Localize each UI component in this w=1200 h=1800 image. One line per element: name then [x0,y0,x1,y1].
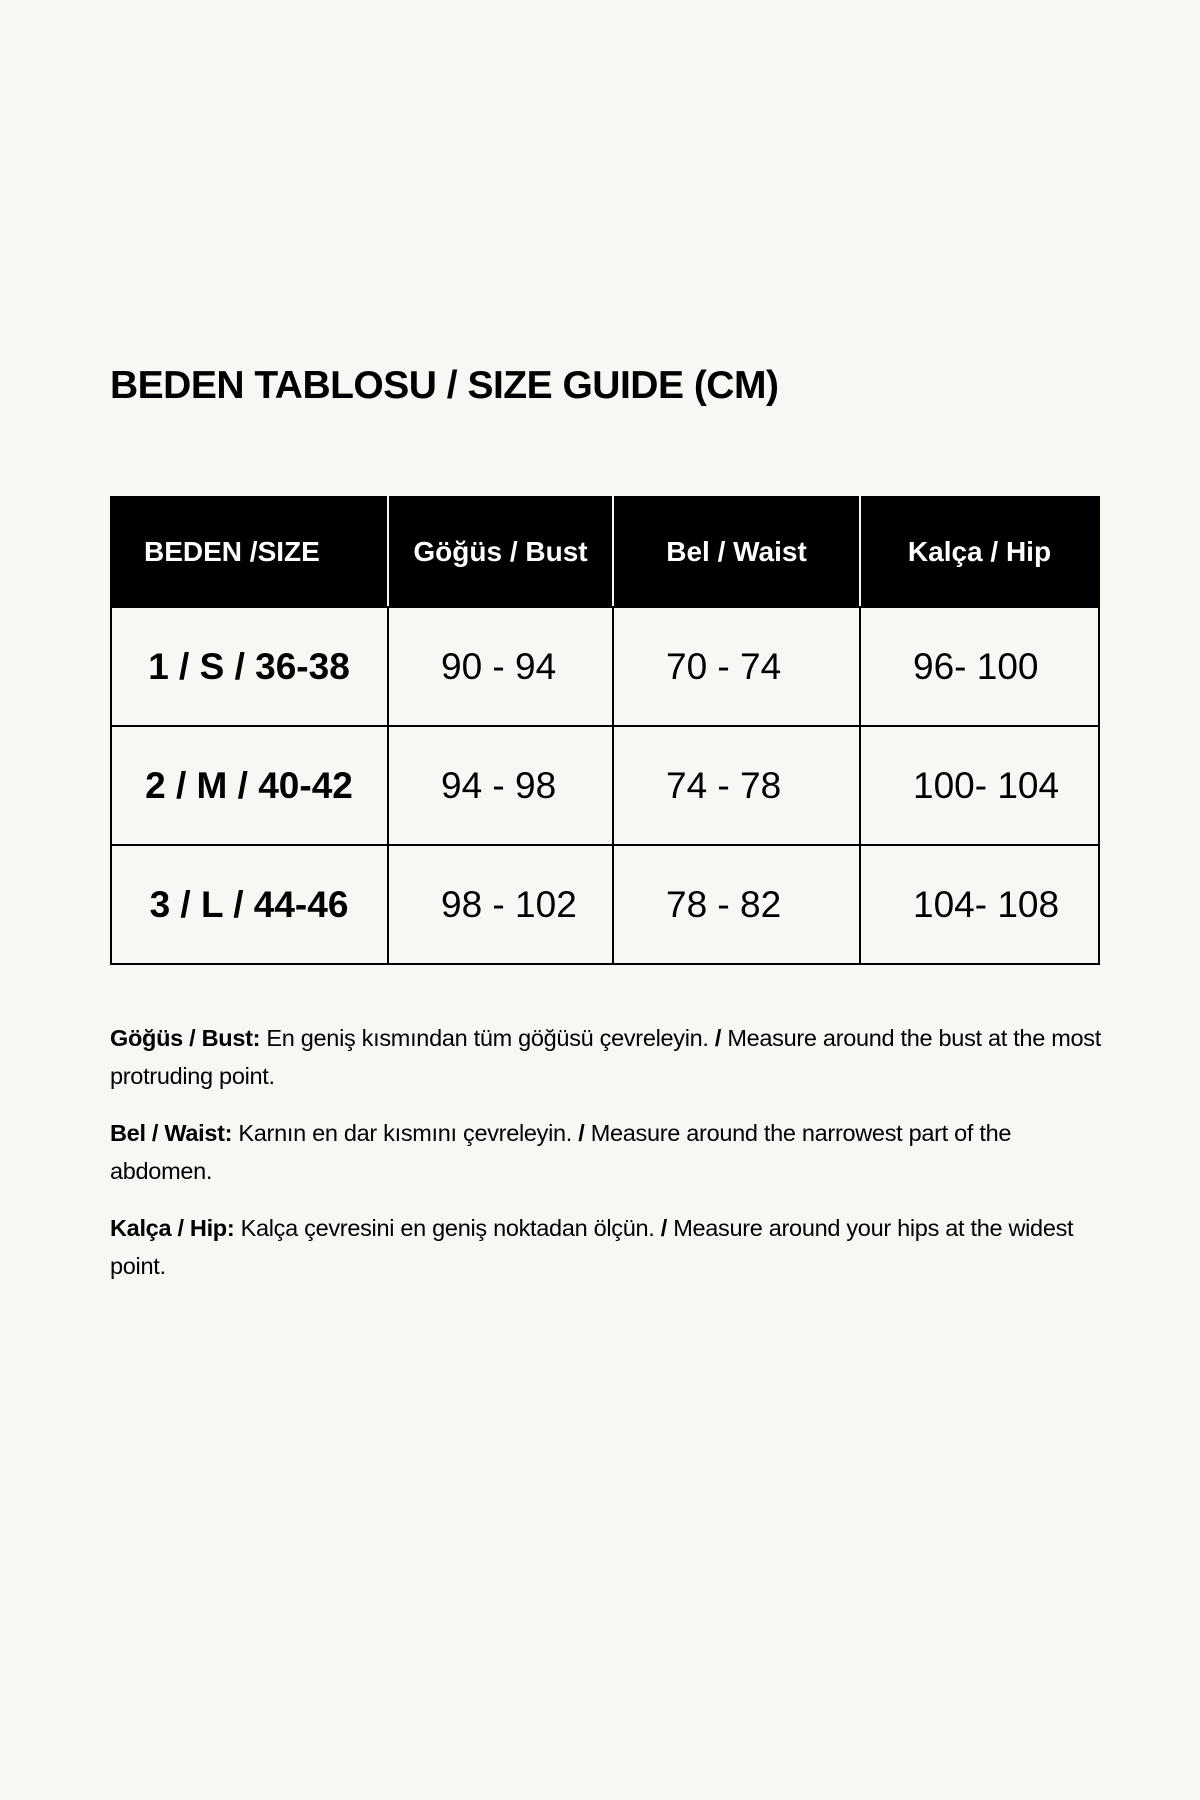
cell-size: 1 / S / 36-38 [110,606,389,727]
cell-hip: 104- 108 [859,844,1100,965]
table-row: 2 / M / 40-42 94 - 98 74 - 78 100- 104 [110,725,1100,846]
page-title: BEDEN TABLOSU / SIZE GUIDE (CM) [110,364,779,407]
cell-hip: 100- 104 [859,725,1100,846]
note-separator: / [714,1025,722,1051]
cell-waist: 70 - 74 [612,606,861,727]
note-en: Measure around your hips at the widest p… [110,1215,1074,1279]
cell-hip: 96- 100 [859,606,1100,727]
note-separator: / [578,1120,585,1146]
note-label: Kalça / Hip: [110,1215,235,1241]
note-tr: Karnın en dar kısmını çevreleyin. [232,1120,579,1146]
cell-waist: 78 - 82 [612,844,861,965]
note-separator: / [660,1215,668,1241]
header-bust: Göğüs / Bust [387,496,614,608]
note-en: Measure around the narrowest part of the… [110,1120,1012,1184]
measurement-notes: Göğüs / Bust: En geniş kısmından tüm göğ… [110,1019,1110,1304]
cell-waist: 74 - 78 [612,725,861,846]
header-waist: Bel / Waist [612,496,861,608]
cell-size: 2 / M / 40-42 [110,725,389,846]
cell-bust: 94 - 98 [387,725,614,846]
note-bust: Göğüs / Bust: En geniş kısmından tüm göğ… [110,1019,1110,1095]
table-row: 1 / S / 36-38 90 - 94 70 - 74 96- 100 [110,606,1100,727]
note-tr: Kalça çevresini en geniş noktadan ölçün. [234,1215,661,1241]
note-waist: Bel / Waist: Karnın en dar kısmını çevre… [110,1114,1110,1190]
note-en: Measure around the bust at the most prot… [110,1025,1101,1089]
table-header-row: BEDEN /SIZE Göğüs / Bust Bel / Waist Kal… [110,496,1100,608]
note-hip: Kalça / Hip: Kalça çevresini en geniş no… [110,1209,1110,1285]
cell-bust: 98 - 102 [387,844,614,965]
note-label: Göğüs / Bust: [110,1025,261,1051]
size-table: BEDEN /SIZE Göğüs / Bust Bel / Waist Kal… [110,496,1100,965]
note-tr: En geniş kısmından tüm göğüsü çevreleyin… [260,1025,715,1051]
note-label: Bel / Waist: [110,1120,233,1146]
cell-size: 3 / L / 44-46 [110,844,389,965]
header-size: BEDEN /SIZE [110,496,389,608]
header-hip: Kalça / Hip [859,496,1100,608]
table-row: 3 / L / 44-46 98 - 102 78 - 82 104- 108 [110,844,1100,965]
cell-bust: 90 - 94 [387,606,614,727]
